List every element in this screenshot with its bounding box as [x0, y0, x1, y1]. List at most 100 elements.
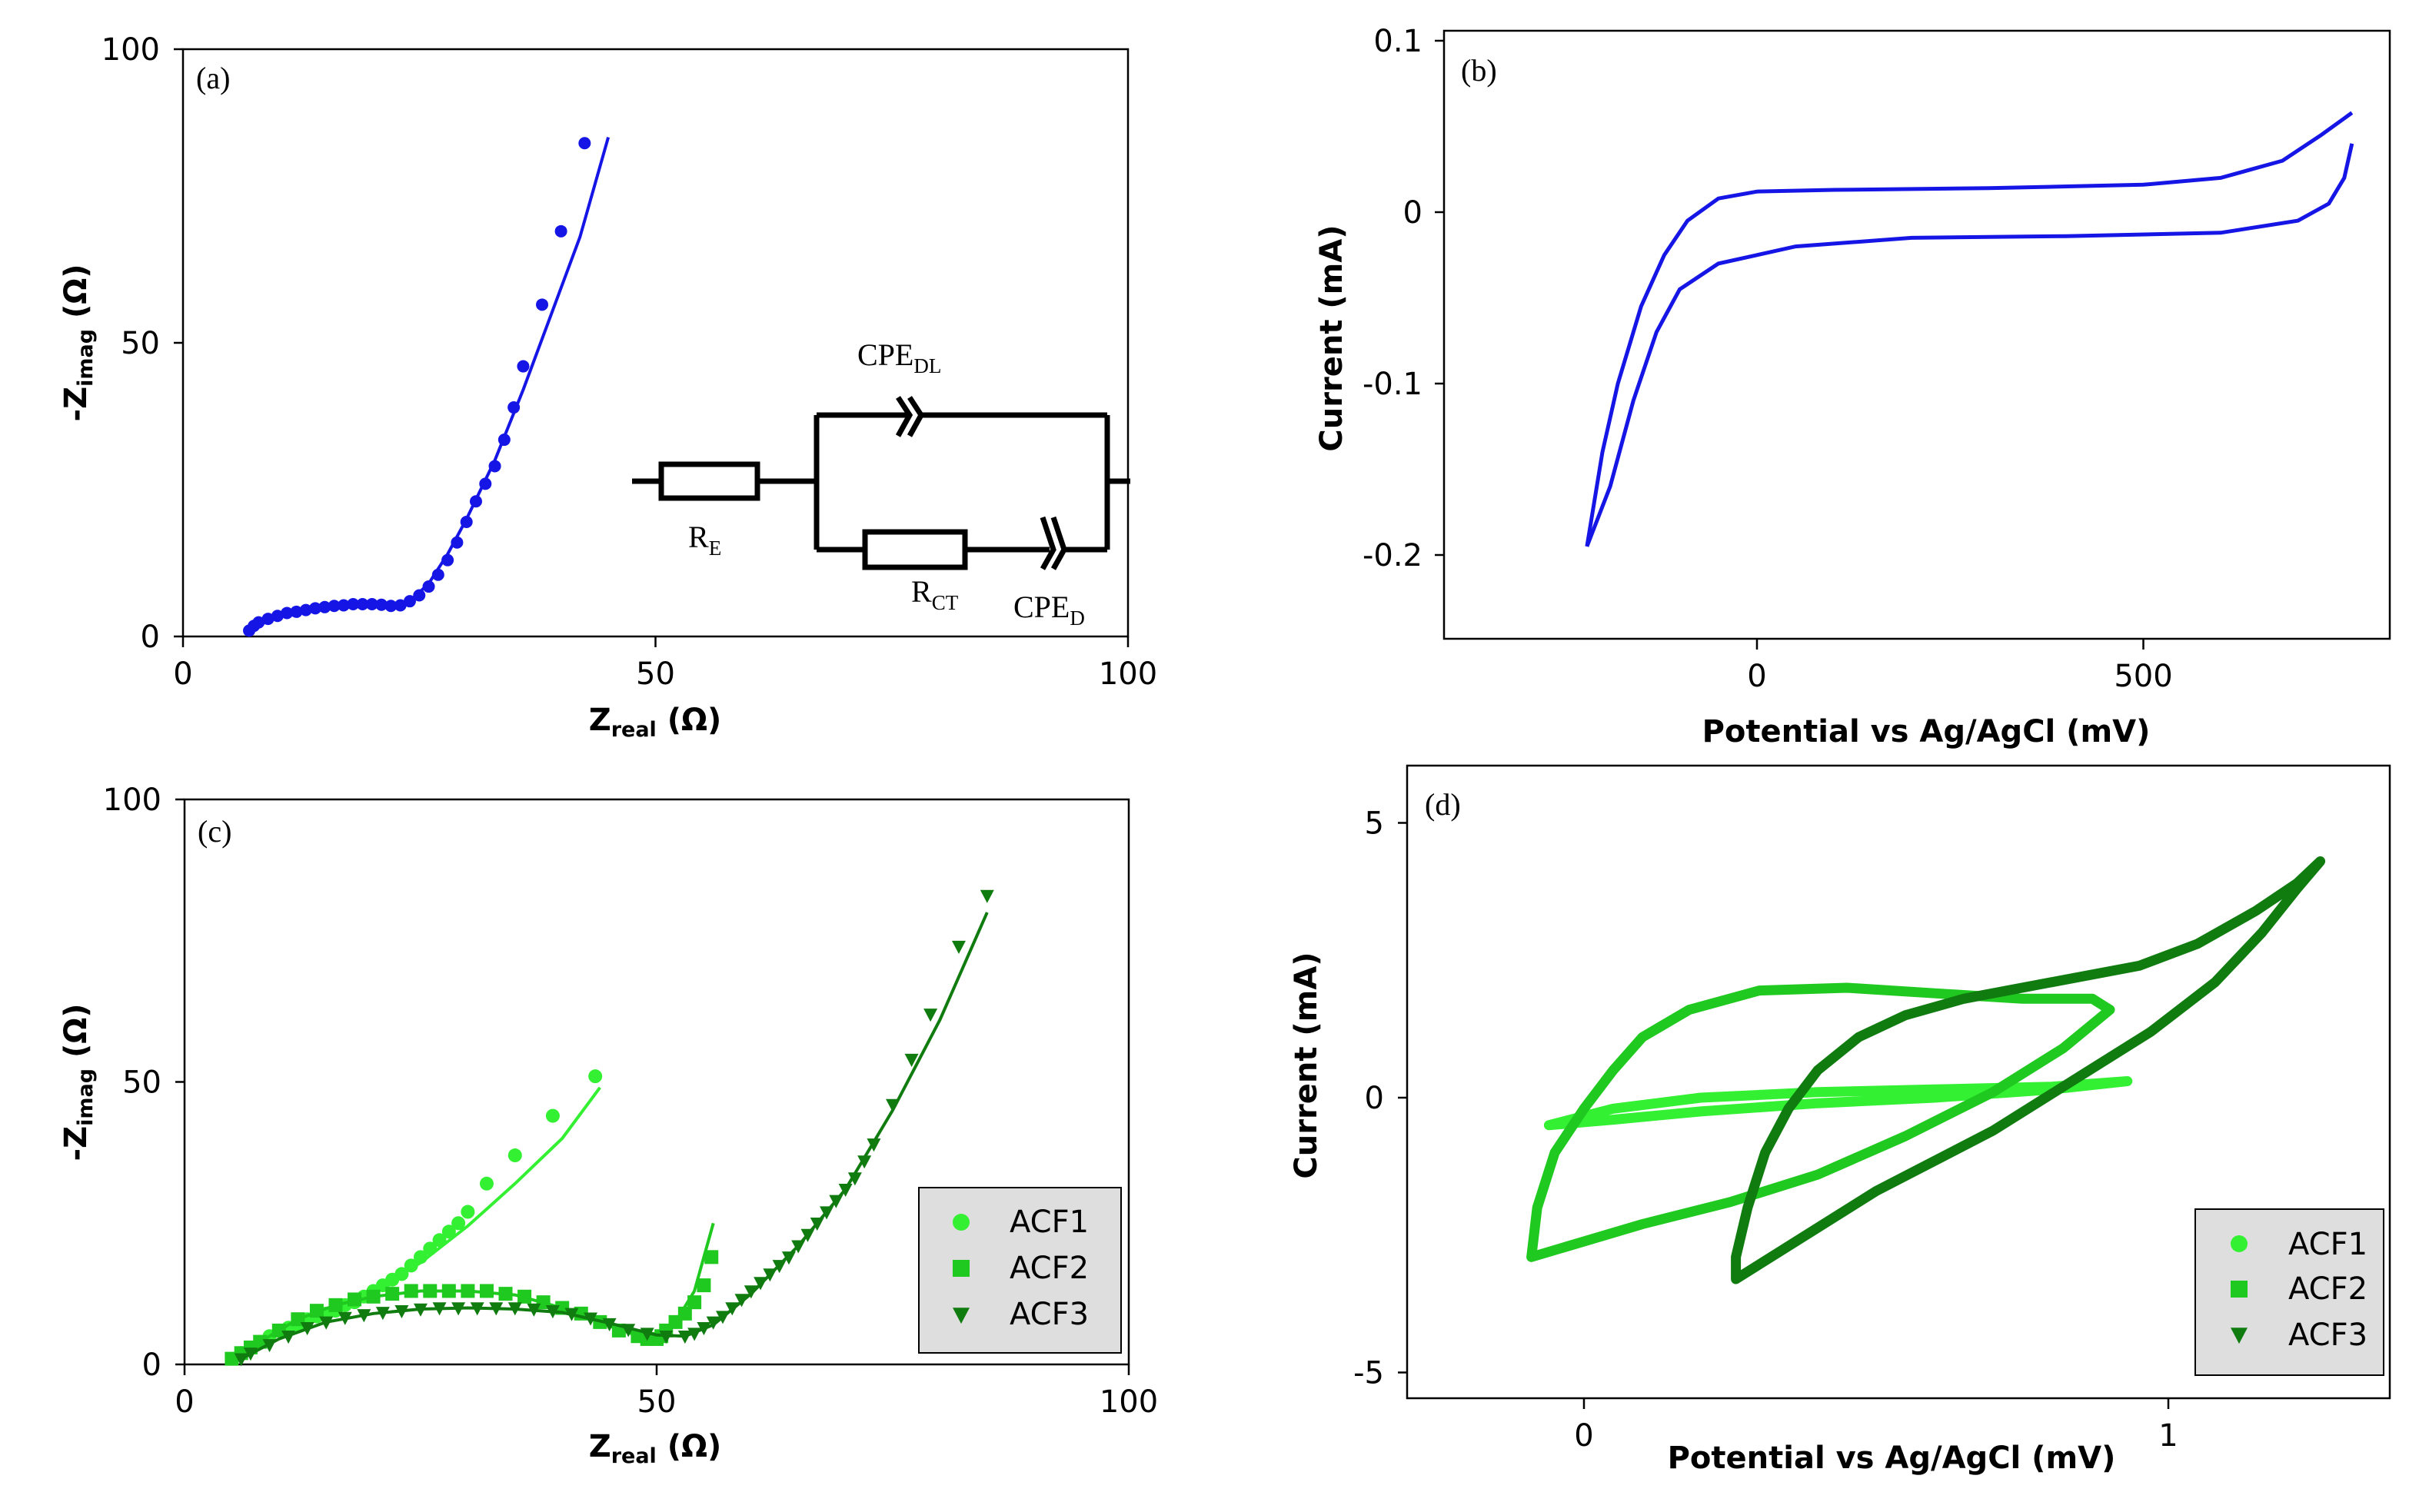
data-point: [554, 224, 567, 238]
data-point: [820, 1206, 834, 1220]
data-point: [309, 1304, 324, 1318]
data-point: [252, 616, 265, 629]
data-point: [299, 603, 312, 616]
data-point: [781, 1251, 796, 1265]
y-tick-label: 100: [103, 783, 161, 818]
data-point: [687, 1295, 702, 1310]
data-point: [234, 1353, 248, 1367]
data-point: [621, 1324, 636, 1338]
x-tick-label: 0: [1574, 1418, 1593, 1454]
data-point: [423, 1241, 438, 1256]
legend-markers: [2231, 1235, 2248, 1344]
panel-c: (c) 0 50 100 0 50 100 Zreal (Ω) -Zimag (Ω) A…: [58, 783, 1158, 1468]
x-tick-label: 100: [1100, 1384, 1158, 1420]
fit-line: [248, 137, 611, 633]
y-axis-title: Current (mA): [1289, 952, 1324, 1178]
data-point: [800, 1228, 815, 1242]
panel-label: (c): [198, 814, 231, 849]
data-point: [697, 1278, 711, 1293]
panel-label: (b): [1461, 53, 1497, 88]
data-point: [772, 1260, 787, 1274]
y-tick-label: 50: [121, 326, 160, 361]
data-point: [479, 1284, 494, 1298]
data-point: [497, 434, 511, 447]
legend-label-acf1: ACF1: [2288, 1227, 2367, 1262]
data-point: [527, 1303, 541, 1317]
series-blue: [1585, 111, 2354, 547]
x-tick-label: 0: [173, 656, 192, 692]
x-tick-label: 100: [1099, 656, 1157, 692]
data-point: [318, 600, 331, 613]
y-tick-label: -0.1: [1363, 367, 1422, 402]
data-point: [375, 1307, 390, 1321]
data-point: [290, 605, 303, 618]
equivalent-circuit: [632, 396, 1130, 570]
series-acf3: [234, 889, 994, 1367]
data-point: [677, 1331, 692, 1344]
data-point: [857, 1155, 872, 1169]
data-point: [479, 1176, 494, 1191]
data-point: [357, 1309, 371, 1323]
x-axis-title: Zreal (Ω): [589, 1429, 722, 1468]
data-point: [725, 1302, 740, 1316]
data-point: [441, 1284, 456, 1298]
data-point: [507, 1302, 522, 1316]
data-point: [431, 568, 444, 581]
data-point: [517, 1289, 532, 1304]
data-point: [365, 597, 378, 610]
x-tick-label: 0: [175, 1384, 194, 1420]
label-rct: RCT: [911, 574, 959, 614]
y-tick-label: 0.1: [1373, 24, 1422, 59]
data-point: [697, 1322, 711, 1336]
data-point: [348, 1292, 362, 1307]
data-point: [584, 1312, 598, 1326]
x-tick-label: 500: [2114, 659, 2172, 694]
cv-lower-branch: [1585, 143, 2354, 547]
y-tick-label: 0: [1365, 1081, 1384, 1116]
data-point: [734, 1294, 749, 1308]
data-point: [414, 1303, 428, 1317]
data-point: [271, 610, 284, 623]
legend-marker-acf2: [2231, 1281, 2248, 1298]
x-ticks: 0 50 100: [175, 1364, 1158, 1420]
y-axis-title: -Zimag (Ω): [58, 1003, 98, 1161]
data-point: [253, 1334, 268, 1349]
x-axis-title: Potential vs Ag/AgCl (mV): [1702, 714, 2151, 749]
panel-b: (b) 0.1 0 -0.1 -0.2 0 500 Potential vs Ag/Ag…: [1314, 24, 2391, 749]
panel-label: (a): [196, 61, 230, 95]
data-point: [461, 1205, 475, 1219]
y-tick-label: 0: [1403, 195, 1422, 231]
data-point: [904, 1053, 919, 1067]
data-point: [422, 580, 435, 593]
legend-label-acf2: ACF2: [2288, 1271, 2367, 1307]
y-tick-label: 0: [141, 620, 160, 655]
data-point: [262, 1339, 277, 1353]
data-point: [300, 1322, 314, 1336]
data-point: [414, 1250, 428, 1264]
data-point: [980, 889, 994, 903]
plot-frame: [1442, 29, 2391, 640]
data-point: [838, 1183, 853, 1198]
legend-marker-acf3: [2231, 1328, 2248, 1344]
data-point: [564, 1308, 579, 1321]
data-point: [763, 1268, 777, 1282]
data-point: [404, 1258, 418, 1273]
data-point: [460, 516, 473, 529]
data-point: [441, 553, 454, 567]
x-ticks: 0 50 100: [173, 636, 1157, 692]
x-tick-label: 50: [636, 656, 675, 692]
y-tick-label: 100: [101, 32, 160, 68]
data-point: [469, 495, 482, 508]
data-point: [470, 1302, 484, 1316]
data-point: [715, 1311, 730, 1324]
data-point: [517, 360, 530, 373]
data-point: [847, 1172, 862, 1186]
panel-label: (d): [1425, 787, 1461, 822]
data-point: [375, 598, 388, 611]
data-point: [640, 1328, 654, 1341]
data-point: [867, 1138, 881, 1152]
legend-label-acf3: ACF3: [1010, 1297, 1089, 1332]
data-point: [394, 1304, 409, 1319]
